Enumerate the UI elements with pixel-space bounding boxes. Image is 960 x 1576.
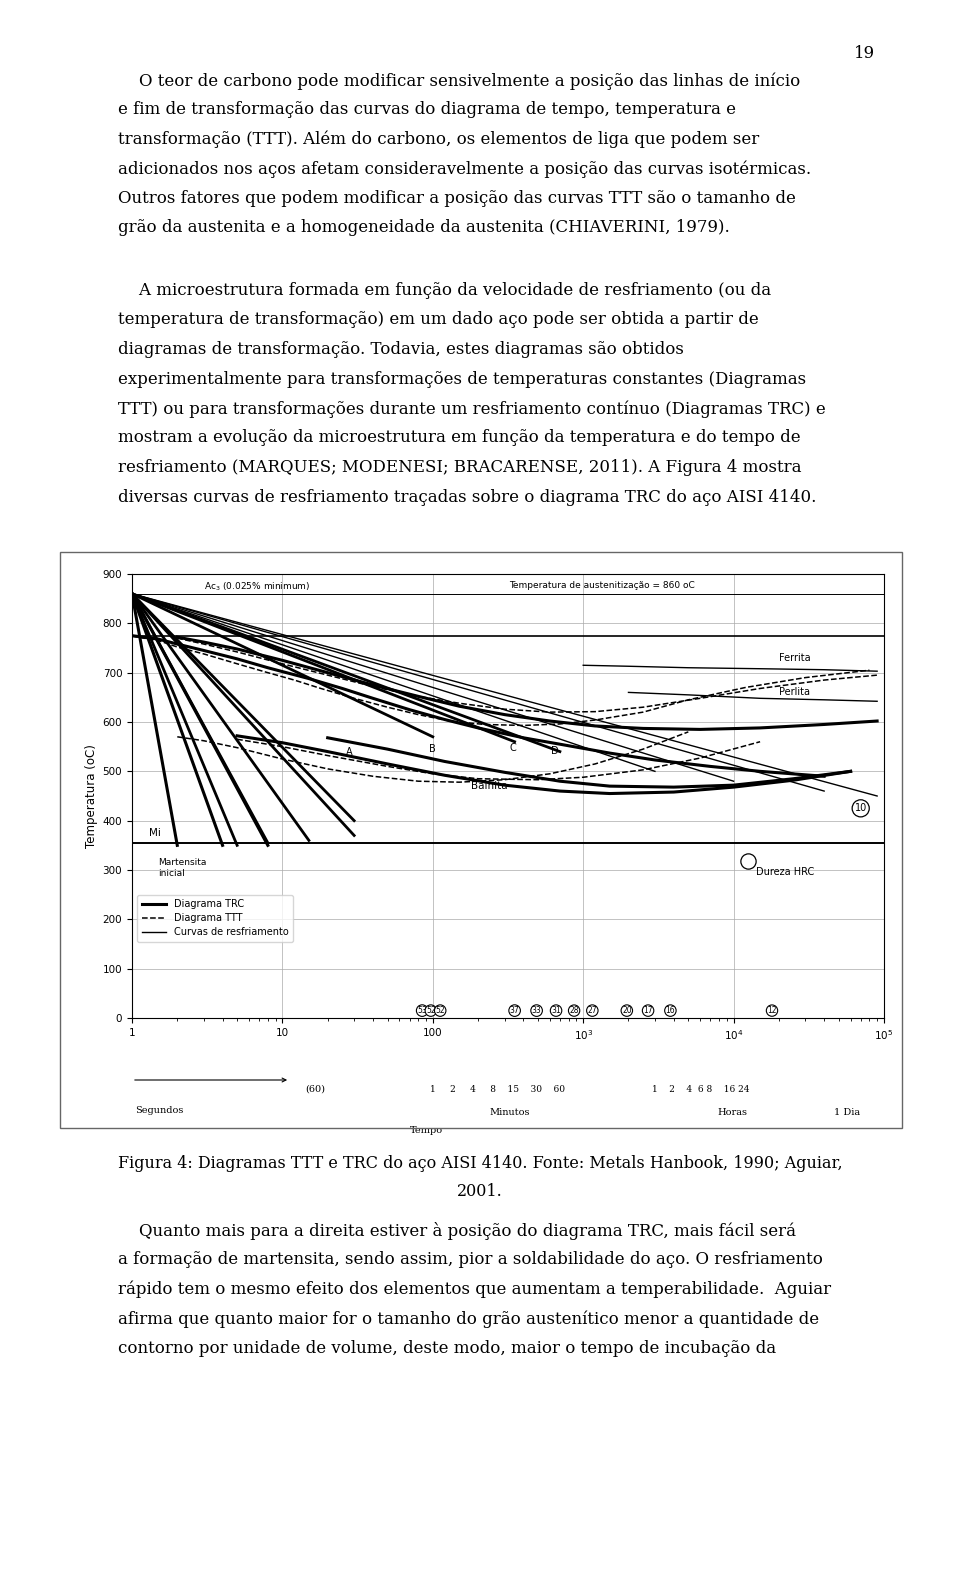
Text: 31: 31 <box>551 1005 561 1015</box>
Text: resfriamento (MARQUES; MODENESI; BRACARENSE, 2011). A Figura 4 mostra: resfriamento (MARQUES; MODENESI; BRACARE… <box>118 459 802 476</box>
Text: Temperatura de austenitização = 860 oC: Temperatura de austenitização = 860 oC <box>509 582 694 589</box>
Text: (60): (60) <box>305 1084 325 1094</box>
Text: Quanto mais para a direita estiver à posição do diagrama TRC, mais fácil será: Quanto mais para a direita estiver à pos… <box>118 1221 796 1240</box>
Text: Ac$_3$ (0.025% minimum): Ac$_3$ (0.025% minimum) <box>204 580 310 593</box>
Legend: Diagrama TRC, Diagrama TTT, Curvas de resfriamento: Diagrama TRC, Diagrama TTT, Curvas de re… <box>137 895 294 942</box>
Text: rápido tem o mesmo efeito dos elementos que aumentam a temperabilidade.  Aguiar: rápido tem o mesmo efeito dos elementos … <box>118 1281 831 1299</box>
Text: Tempo: Tempo <box>410 1125 444 1135</box>
Text: 27: 27 <box>588 1005 597 1015</box>
Text: 52: 52 <box>436 1005 445 1015</box>
Text: grão da austenita e a homogeneidade da austenita (CHIAVERINI, 1979).: grão da austenita e a homogeneidade da a… <box>118 219 730 236</box>
Text: afirma que quanto maior for o tamanho do grão austenítico menor a quantidade de: afirma que quanto maior for o tamanho do… <box>118 1311 819 1329</box>
Text: Figura 4: Diagramas TTT e TRC do aço AISI 4140. Fonte: Metals Hanbook, 1990; Agu: Figura 4: Diagramas TTT e TRC do aço AIS… <box>118 1155 842 1173</box>
Text: Bainita: Bainita <box>471 782 508 791</box>
Text: 1 Dia: 1 Dia <box>834 1108 860 1117</box>
Text: experimentalmente para transformações de temperaturas constantes (Diagramas: experimentalmente para transformações de… <box>118 370 806 388</box>
Text: Dureza HRC: Dureza HRC <box>756 867 814 878</box>
Text: 53: 53 <box>418 1005 427 1015</box>
Text: Ferrita: Ferrita <box>779 652 810 663</box>
Text: 10: 10 <box>854 804 867 813</box>
Text: 1    2    4  6 8    16 24: 1 2 4 6 8 16 24 <box>652 1084 750 1094</box>
Text: mostram a evolução da microestrutura em função da temperatura e do tempo de: mostram a evolução da microestrutura em … <box>118 430 801 446</box>
Text: Horas: Horas <box>717 1108 747 1117</box>
Text: 2001.: 2001. <box>457 1184 503 1199</box>
Text: B: B <box>429 744 436 755</box>
Text: 28: 28 <box>569 1005 579 1015</box>
Text: Perlita: Perlita <box>779 687 810 698</box>
Text: transformação (TTT). Além do carbono, os elementos de liga que podem ser: transformação (TTT). Além do carbono, os… <box>118 131 759 148</box>
Text: 52: 52 <box>426 1005 436 1015</box>
Text: 12: 12 <box>767 1005 777 1015</box>
Text: temperatura de transformação) em um dado aço pode ser obtida a partir de: temperatura de transformação) em um dado… <box>118 312 758 328</box>
Text: diversas curvas de resfriamento traçadas sobre o diagrama TRC do aço AISI 4140.: diversas curvas de resfriamento traçadas… <box>118 489 816 506</box>
Text: Martensita
inicial: Martensita inicial <box>158 857 206 878</box>
Text: e fim de transformação das curvas do diagrama de tempo, temperatura e: e fim de transformação das curvas do dia… <box>118 101 736 118</box>
Text: 16: 16 <box>665 1005 675 1015</box>
Text: diagramas de transformação. Todavia, estes diagramas são obtidos: diagramas de transformação. Todavia, est… <box>118 340 684 358</box>
Text: TTT) ou para transformações durante um resfriamento contínuo (Diagramas TRC) e: TTT) ou para transformações durante um r… <box>118 400 826 418</box>
Text: A: A <box>347 747 353 756</box>
Text: Outros fatores que podem modificar a posição das curvas TTT são o tamanho de: Outros fatores que podem modificar a pos… <box>118 191 796 206</box>
Text: Minutos: Minutos <box>490 1108 530 1117</box>
Text: 20: 20 <box>622 1005 632 1015</box>
Text: a formação de martensita, sendo assim, pior a soldabilidade do aço. O resfriamen: a formação de martensita, sendo assim, p… <box>118 1251 823 1269</box>
Text: 37: 37 <box>510 1005 519 1015</box>
Text: A microestrutura formada em função da velocidade de resfriamento (ou da: A microestrutura formada em função da ve… <box>118 282 771 299</box>
Text: C: C <box>510 742 516 753</box>
Text: adicionados nos aços afetam consideravelmente a posição das curvas isotérmicas.: adicionados nos aços afetam consideravel… <box>118 161 811 178</box>
Text: O teor de carbono pode modificar sensivelmente a posição das linhas de início: O teor de carbono pode modificar sensive… <box>118 72 801 90</box>
Text: 19: 19 <box>853 46 875 61</box>
Text: D: D <box>551 745 559 755</box>
Y-axis label: Temperatura (oC): Temperatura (oC) <box>85 744 99 848</box>
Text: Segundos: Segundos <box>135 1106 183 1114</box>
Text: 33: 33 <box>532 1005 541 1015</box>
Text: contorno por unidade de volume, deste modo, maior o tempo de incubação da: contorno por unidade de volume, deste mo… <box>118 1340 776 1357</box>
Text: Mi: Mi <box>149 827 161 838</box>
Text: 1     2     4     8    15    30    60: 1 2 4 8 15 30 60 <box>430 1084 565 1094</box>
Text: 17: 17 <box>643 1005 653 1015</box>
